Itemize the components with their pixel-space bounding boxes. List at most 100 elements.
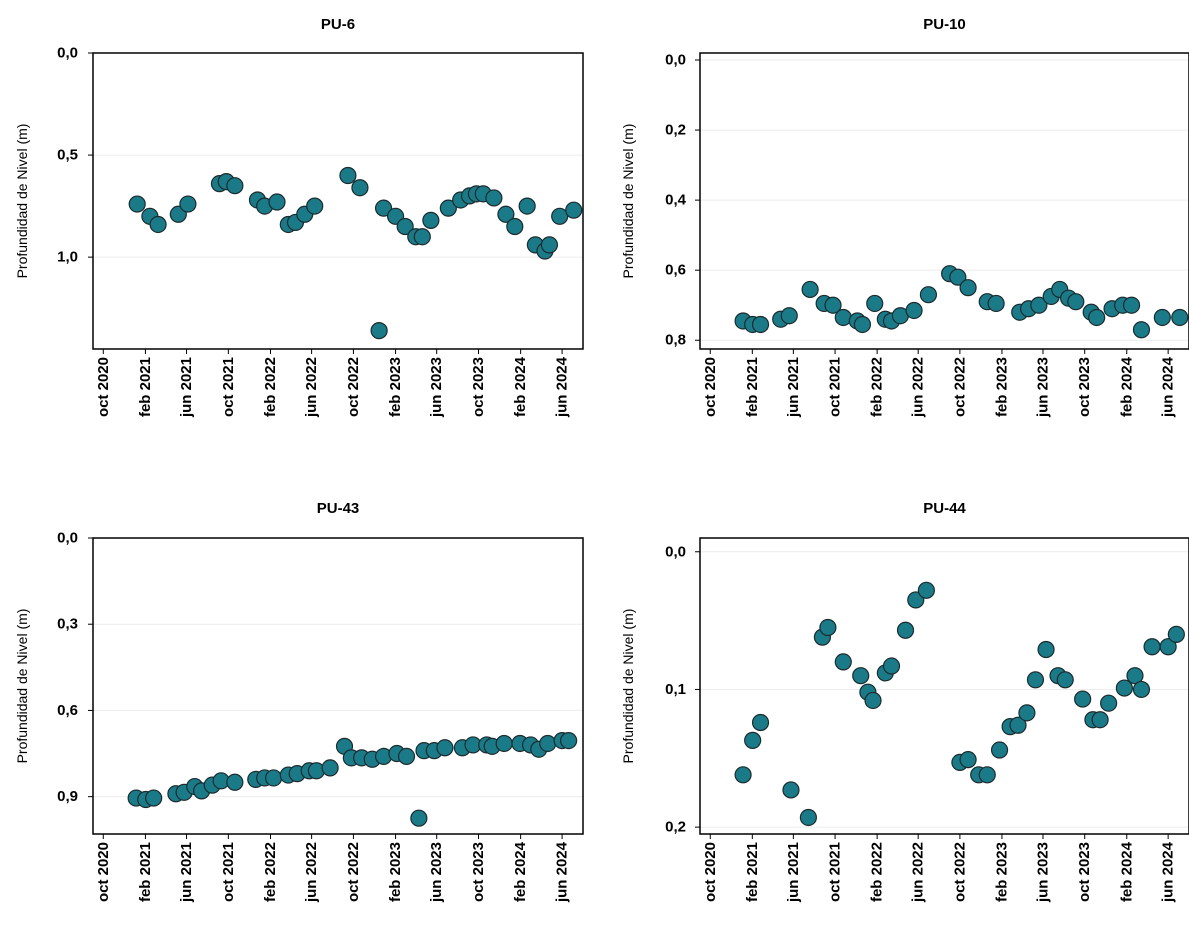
data-point <box>179 195 197 213</box>
x-tick-label: feb 2024 <box>1118 356 1135 417</box>
data-point <box>145 789 163 807</box>
data-point <box>734 766 752 784</box>
x-tick-label: feb 2021 <box>137 357 154 417</box>
data-point <box>351 179 369 197</box>
data-point <box>978 766 996 784</box>
data-point <box>1132 321 1151 339</box>
data-point <box>1037 640 1055 659</box>
x-tick-label: oct 2020 <box>95 357 112 417</box>
x-tick-label: oct 2023 <box>470 357 487 417</box>
data-point <box>882 657 901 675</box>
y-axis-label: Profundidad de Nivel (m) <box>14 124 30 279</box>
x-tick-label: oct 2021 <box>220 842 237 902</box>
chart-title: PU-10 <box>923 16 966 33</box>
data-point <box>751 315 770 334</box>
y-tick-label: 0,2 <box>665 819 686 836</box>
chart-title: PU-6 <box>321 16 355 33</box>
data-point <box>560 732 578 750</box>
data-point <box>128 195 146 213</box>
x-tick-label: jun 2021 <box>178 357 195 418</box>
x-tick-label: oct 2023 <box>1076 842 1093 902</box>
data-point <box>540 236 559 254</box>
points-layer <box>734 581 1185 827</box>
data-point <box>1056 671 1074 689</box>
data-point <box>1159 638 1177 656</box>
x-tick-label: feb 2024 <box>512 356 529 417</box>
x-tick-label: feb 2022 <box>869 357 886 417</box>
x-tick-label: oct 2021 <box>220 357 237 417</box>
x-tick-label: jun 2024 <box>554 841 571 903</box>
data-point <box>1026 671 1045 689</box>
data-point <box>1115 679 1133 697</box>
y-tick-label: 0,8 <box>665 332 686 349</box>
x-tick-label: oct 2022 <box>345 842 362 902</box>
data-point <box>959 279 977 297</box>
plot-frame <box>699 52 1189 350</box>
data-point <box>374 199 393 217</box>
data-point <box>896 621 915 639</box>
y-tick-label: 0,0 <box>57 45 78 62</box>
x-tick-label: oct 2023 <box>470 842 487 902</box>
y-tick-label: 1,0 <box>57 249 78 266</box>
data-point <box>1067 293 1085 311</box>
data-point <box>1018 704 1036 722</box>
y-tick-label: 0,0 <box>665 543 686 560</box>
data-point <box>782 781 800 799</box>
chart-panel: PU-10 Profundidad de Nivel (m) 0,0 0,2 0,4 0,… <box>620 16 1189 418</box>
data-point <box>321 759 339 777</box>
x-tick-label: jun 2022 <box>303 357 320 418</box>
data-point <box>853 315 872 334</box>
x-tick-label: jun 2022 <box>910 357 927 418</box>
chart-panel: PU-6 Profundidad de Nivel (m) 0,0 0,5 1,0 oct… <box>14 16 584 418</box>
data-point <box>834 653 852 671</box>
data-point <box>565 201 583 219</box>
data-point <box>744 731 762 749</box>
data-point <box>436 739 454 757</box>
y-axis-label: Profundidad de Nivel (m) <box>620 609 636 764</box>
data-point <box>1100 694 1118 712</box>
y-tick-label: 0,0 <box>57 530 78 547</box>
x-tick-label: oct 2023 <box>1076 357 1093 417</box>
data-point <box>1167 625 1185 643</box>
data-point <box>1171 308 1189 327</box>
x-tick-label: feb 2021 <box>744 842 761 902</box>
data-point <box>485 189 503 207</box>
y-tick-label: 0,0 <box>665 52 686 69</box>
x-tick-label: jun 2023 <box>1034 357 1051 418</box>
data-point <box>422 211 440 229</box>
points-layer <box>734 265 1189 339</box>
x-tick-label: jun 2024 <box>554 356 571 418</box>
data-point <box>866 294 884 313</box>
x-tick-label: feb 2023 <box>387 842 404 902</box>
plot-frame <box>92 52 584 350</box>
data-point <box>413 228 431 246</box>
x-tick-label: oct 2021 <box>827 357 844 417</box>
x-tick-label: feb 2022 <box>869 842 886 902</box>
data-point <box>987 294 1005 313</box>
data-point <box>917 581 935 599</box>
x-tick-label: oct 2022 <box>951 842 968 902</box>
data-point <box>306 197 324 215</box>
data-point <box>959 751 977 769</box>
chart-title: PU-44 <box>923 500 966 517</box>
data-point <box>919 286 938 304</box>
data-point <box>1143 638 1161 656</box>
points-layer <box>128 166 583 340</box>
data-point <box>264 769 283 787</box>
x-tick-label: jun 2024 <box>1160 356 1177 418</box>
x-tick-label: jun 2022 <box>910 842 927 903</box>
x-tick-label: oct 2022 <box>345 357 362 417</box>
data-point <box>819 618 837 637</box>
y-tick-label: 0,1 <box>665 681 686 698</box>
x-tick-label: oct 2021 <box>827 842 844 902</box>
data-point <box>990 741 1009 759</box>
y-tick-label: 0,6 <box>665 262 686 279</box>
plot-frame <box>92 537 584 835</box>
data-point <box>834 308 852 327</box>
data-point <box>1074 690 1092 708</box>
x-tick-label: jun 2023 <box>428 842 445 903</box>
data-point <box>949 268 967 286</box>
x-tick-label: feb 2023 <box>993 842 1010 902</box>
data-point <box>268 193 286 211</box>
